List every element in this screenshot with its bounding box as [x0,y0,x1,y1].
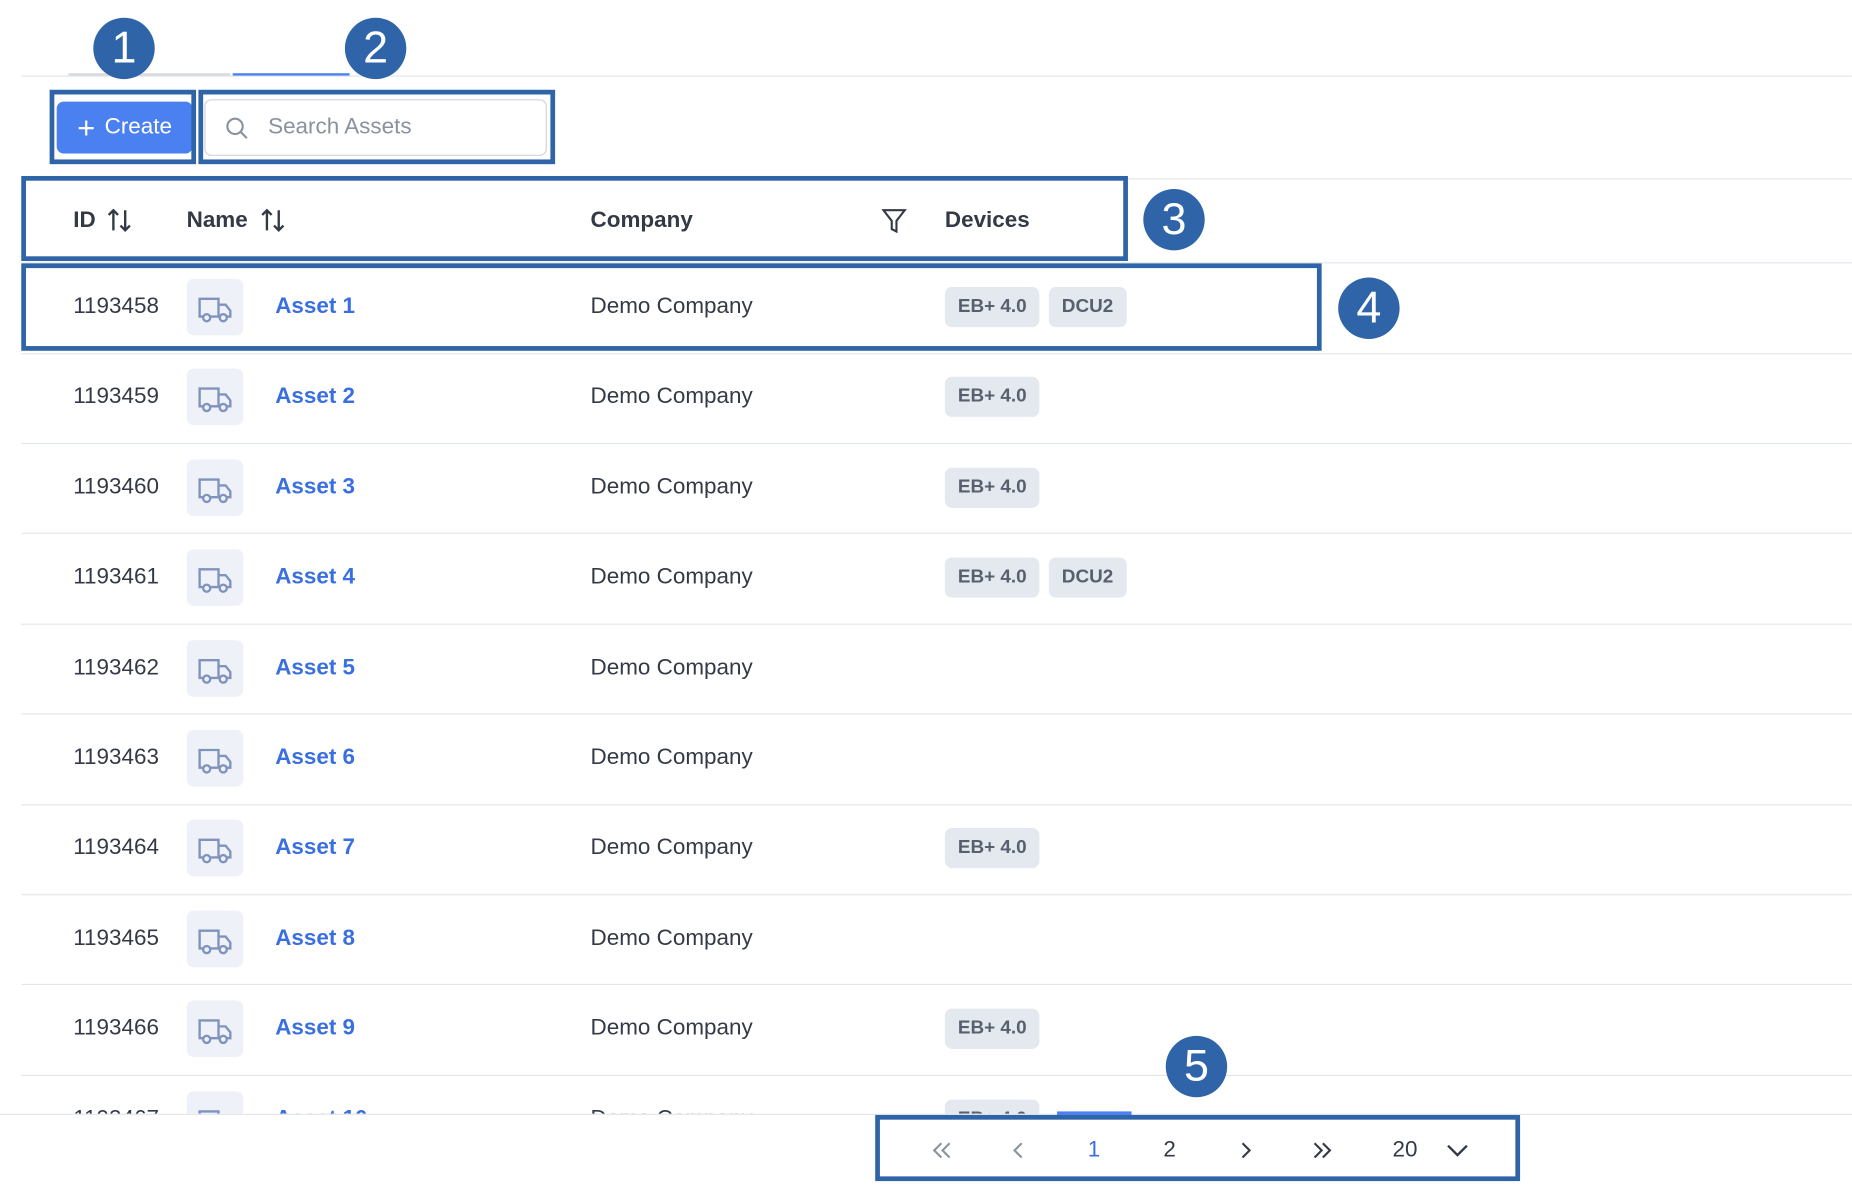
asset-id: 1193466 [73,1015,159,1041]
asset-id: 1193464 [73,835,159,861]
highlight-box [198,89,556,165]
column-header[interactable]: ID [73,207,96,233]
company: Demo Company [590,835,753,861]
device-tag: DCU2 [1048,557,1127,598]
column-header[interactable]: Name [186,207,248,233]
company: Demo Company [590,655,753,680]
asset-id: 1193461 [73,564,159,590]
first-page[interactable] [931,1139,955,1169]
page-size-dropdown[interactable] [1444,1139,1470,1169]
search-placeholder: Search Assets [268,114,412,140]
asset-icon [186,910,244,968]
create-button[interactable]: + Create [56,101,193,154]
company: Demo Company [590,745,753,771]
asset-id: 1193459 [73,384,159,410]
row-divider [21,894,1852,896]
search-icon [226,117,248,139]
column-header: Devices [944,207,1030,233]
asset-id: 1193465 [73,925,159,951]
asset-name-link[interactable]: Asset 8 [275,925,356,951]
device-tag: EB+ 4.0 [944,1008,1040,1050]
highlight-box [21,175,1128,262]
row-divider [21,353,1852,355]
asset-name-link[interactable]: Asset 5 [275,655,356,680]
asset-id: 1193458 [73,294,159,319]
table-footer [0,1113,1852,1196]
search-input[interactable]: Search Assets [204,99,547,156]
highlight-box [875,1114,1521,1182]
company: Demo Company [590,925,753,951]
asset-icon [186,549,244,607]
asset-icon [186,820,244,877]
sort-icon[interactable] [260,207,288,241]
row-divider [21,713,1852,715]
device-tag: DCU2 [1048,287,1127,328]
callout-badge: 5 [1165,1035,1228,1098]
asset-name-link[interactable]: Asset 2 [275,384,356,410]
device-tag: EB+ 4.0 [944,828,1040,869]
company: Demo Company [590,564,753,590]
sort-icon[interactable] [106,207,134,241]
row-divider [21,983,1852,986]
company: Demo Company [590,1015,753,1041]
row-divider [21,532,1852,534]
column-header: Company [590,207,693,233]
page-number[interactable]: 1 [1087,1137,1101,1163]
callout-badge: 3 [1143,188,1205,251]
asset-name-link[interactable]: Asset 9 [275,1015,356,1041]
company: Demo Company [590,384,753,410]
create-label: Create [104,114,172,140]
callout-badge: 2 [344,17,407,80]
device-tag: EB+ 4.0 [944,467,1040,508]
device-tag: EB+ 4.0 [944,377,1040,418]
asset-name-link[interactable]: Asset 4 [275,564,356,590]
callout-badge: 4 [1338,277,1400,339]
asset-id: 1193462 [73,655,159,680]
asset-icon [186,1000,244,1058]
row-divider [21,623,1852,625]
asset-name-link[interactable]: Asset 7 [275,835,356,861]
asset-icon [186,729,244,787]
plus-icon: + [77,109,96,146]
company: Demo Company [590,294,753,319]
asset-name-link[interactable]: Asset 6 [275,745,356,771]
asset-name-link[interactable]: Asset 1 [275,294,356,319]
scroll-indicator [1057,1111,1132,1115]
callout-badge: 1 [93,17,155,80]
page-number[interactable]: 2 [1163,1137,1176,1163]
row-divider [21,442,1852,445]
tab-divider [21,75,1852,77]
active-tab-underline[interactable] [232,73,350,76]
highlight-box [21,263,1322,351]
highlight-box [49,89,197,165]
filter-icon[interactable] [881,207,907,241]
asset-id: 1193463 [73,745,159,771]
asset-icon [186,368,244,426]
asset-icon [186,278,244,336]
tab-underline[interactable] [68,73,231,76]
prev-page[interactable] [1009,1139,1028,1169]
row-divider [21,804,1852,806]
row-divider [21,1074,1852,1076]
asset-icon [186,459,244,516]
last-page[interactable] [1310,1139,1334,1169]
asset-icon [186,639,244,697]
asset-name-link[interactable]: Asset 3 [275,474,356,500]
device-tag: EB+ 4.0 [944,557,1040,598]
next-page[interactable] [1237,1139,1256,1169]
page-size[interactable]: 20 [1392,1137,1418,1163]
company: Demo Company [590,474,753,500]
asset-id: 1193460 [73,474,159,500]
device-tag: EB+ 4.0 [944,287,1040,328]
header-bottom-line [21,262,1852,264]
